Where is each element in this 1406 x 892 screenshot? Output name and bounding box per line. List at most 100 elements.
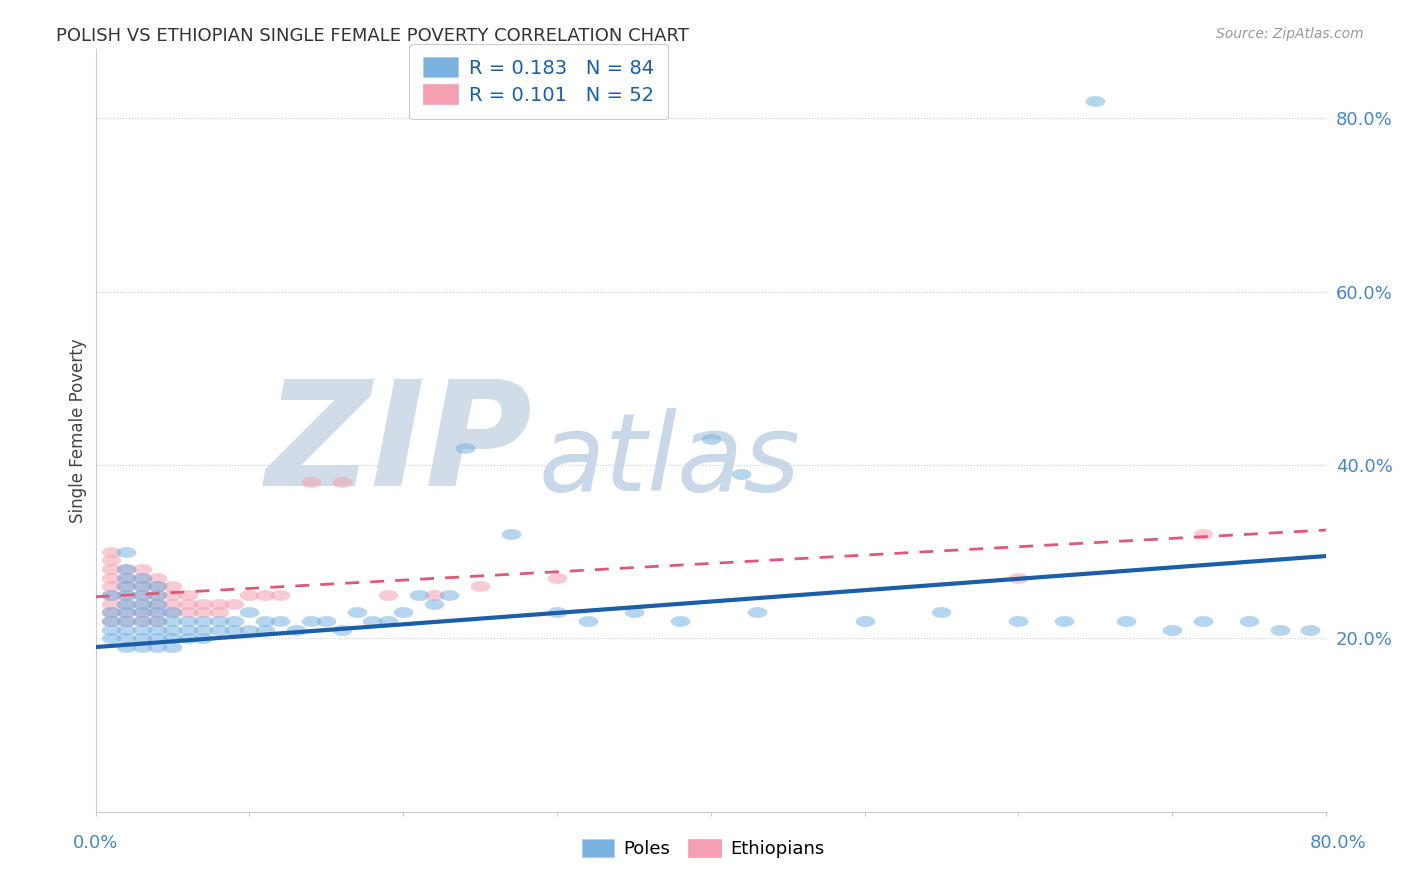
Point	[115, 614, 138, 628]
Point	[1192, 527, 1215, 541]
Point	[222, 623, 245, 637]
Point	[146, 614, 169, 628]
Point	[1192, 614, 1215, 628]
Point	[269, 614, 291, 628]
Point	[1299, 623, 1322, 637]
Point	[100, 614, 122, 628]
Point	[162, 606, 184, 620]
Point	[238, 588, 260, 602]
Point	[115, 640, 138, 654]
Point	[392, 606, 415, 620]
Point	[115, 579, 138, 593]
Point	[546, 571, 568, 585]
Point	[131, 588, 153, 602]
Point	[131, 571, 153, 585]
Point	[499, 527, 522, 541]
Point	[146, 640, 169, 654]
Point	[1053, 614, 1076, 628]
Point	[131, 579, 153, 593]
Point	[146, 571, 169, 585]
Point	[146, 588, 169, 602]
Point	[131, 632, 153, 646]
Point	[100, 614, 122, 628]
Point	[1268, 623, 1291, 637]
Point	[100, 597, 122, 611]
Point	[100, 562, 122, 576]
Point	[222, 614, 245, 628]
Point	[253, 623, 276, 637]
Text: atlas: atlas	[538, 409, 800, 514]
Point	[146, 597, 169, 611]
Point	[1007, 571, 1029, 585]
Point	[131, 614, 153, 628]
Point	[115, 597, 138, 611]
Point	[193, 614, 215, 628]
Point	[146, 606, 169, 620]
Point	[100, 623, 122, 637]
Point	[115, 597, 138, 611]
Point	[468, 579, 491, 593]
Text: Source: ZipAtlas.com: Source: ZipAtlas.com	[1216, 27, 1364, 41]
Point	[208, 623, 231, 637]
Point	[238, 606, 260, 620]
Point	[100, 571, 122, 585]
Point	[115, 571, 138, 585]
Point	[299, 475, 322, 490]
Point	[299, 614, 322, 628]
Point	[377, 614, 399, 628]
Point	[208, 606, 231, 620]
Point	[115, 606, 138, 620]
Point	[576, 614, 599, 628]
Point	[115, 632, 138, 646]
Point	[115, 562, 138, 576]
Point	[131, 597, 153, 611]
Point	[408, 588, 430, 602]
Point	[115, 623, 138, 637]
Point	[330, 623, 353, 637]
Point	[115, 562, 138, 576]
Point	[284, 623, 307, 637]
Point	[162, 614, 184, 628]
Point	[193, 632, 215, 646]
Point	[146, 606, 169, 620]
Point	[177, 632, 200, 646]
Point	[423, 597, 446, 611]
Point	[146, 623, 169, 637]
Text: POLISH VS ETHIOPIAN SINGLE FEMALE POVERTY CORRELATION CHART: POLISH VS ETHIOPIAN SINGLE FEMALE POVERT…	[56, 27, 689, 45]
Point	[177, 597, 200, 611]
Point	[361, 614, 384, 628]
Y-axis label: Single Female Poverty: Single Female Poverty	[69, 338, 87, 523]
Point	[162, 632, 184, 646]
Point	[208, 597, 231, 611]
Point	[454, 441, 477, 455]
Point	[115, 614, 138, 628]
Point	[115, 579, 138, 593]
Point	[115, 588, 138, 602]
Point	[177, 614, 200, 628]
Point	[162, 623, 184, 637]
Point	[131, 562, 153, 576]
Point	[146, 597, 169, 611]
Point	[193, 597, 215, 611]
Point	[115, 545, 138, 559]
Point	[100, 632, 122, 646]
Point	[745, 606, 768, 620]
Point	[100, 579, 122, 593]
Point	[177, 606, 200, 620]
Point	[131, 623, 153, 637]
Point	[100, 588, 122, 602]
Text: 0.0%: 0.0%	[73, 834, 118, 852]
Point	[193, 606, 215, 620]
Point	[100, 606, 122, 620]
Point	[162, 606, 184, 620]
Point	[131, 606, 153, 620]
Point	[1007, 614, 1029, 628]
Point	[222, 597, 245, 611]
Text: ZIP: ZIP	[266, 376, 533, 516]
Point	[146, 614, 169, 628]
Point	[177, 623, 200, 637]
Point	[131, 640, 153, 654]
Point	[131, 614, 153, 628]
Point	[162, 640, 184, 654]
Point	[700, 432, 723, 446]
